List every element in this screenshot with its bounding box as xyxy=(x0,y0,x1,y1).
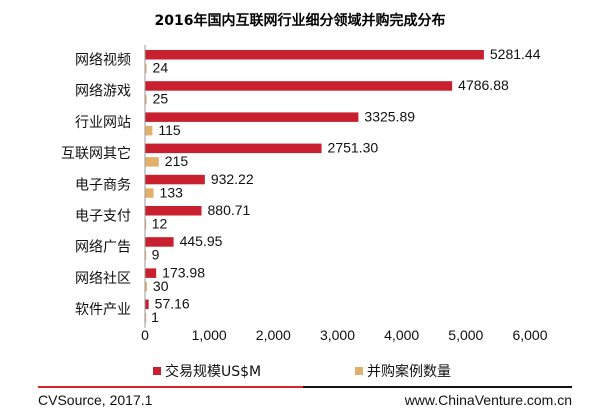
website-link[interactable]: www.ChinaVenture.com.cn xyxy=(404,392,572,408)
legend-label: 交易规模US$M xyxy=(165,363,261,380)
x-tick-label: 3,000 xyxy=(320,327,355,343)
category-label: 网络视频 xyxy=(75,53,131,69)
bar xyxy=(145,81,453,91)
source-note: CVSource, 2017.1 xyxy=(38,392,153,408)
category-label: 行业网站 xyxy=(75,115,131,131)
chart-title: 2016年国内互联网行业细分领域并购完成分布 xyxy=(155,12,446,29)
x-tick-label: 5,000 xyxy=(448,327,483,343)
data-label: 880.71 xyxy=(208,202,251,218)
footer-rule-black xyxy=(303,386,572,388)
data-label: 12 xyxy=(152,216,168,232)
data-label: 9 xyxy=(152,247,160,263)
category-label: 网络社区 xyxy=(75,271,131,287)
footer-rule-red xyxy=(38,386,303,388)
data-label: 30 xyxy=(153,278,169,294)
bar xyxy=(145,237,174,247)
data-label: 24 xyxy=(153,60,169,76)
bar-chart: 2016年国内互联网行业细分领域并购完成分布 网络视频 5281.44 24 网络游戏… xyxy=(61,12,548,380)
data-label: 445.95 xyxy=(180,233,223,249)
x-tick-label: 1,000 xyxy=(192,327,227,343)
bar xyxy=(145,174,205,185)
category-label: 网络游戏 xyxy=(75,84,131,100)
bar xyxy=(145,112,359,122)
bar xyxy=(145,125,153,136)
bar xyxy=(145,250,147,261)
bar xyxy=(145,94,147,105)
data-label: 5281.44 xyxy=(490,46,541,62)
data-label: 2751.30 xyxy=(328,140,379,156)
category-label: 互联网其它 xyxy=(61,145,131,162)
data-label: 25 xyxy=(153,91,169,107)
data-label: 215 xyxy=(165,153,189,169)
data-label: 932.22 xyxy=(211,171,254,187)
legend-swatch xyxy=(355,367,363,375)
category-label: 网络广告 xyxy=(75,240,131,256)
bar xyxy=(145,63,147,73)
x-tick-label: 4,000 xyxy=(384,327,419,343)
category-label: 电子商务 xyxy=(75,177,131,193)
bar xyxy=(145,188,154,198)
category-label: 电子支付 xyxy=(75,209,131,225)
data-label: 3325.89 xyxy=(364,108,415,124)
plot-area: 网络视频 5281.44 24 网络游戏 4786.88 25 行业网站 3325.89 115… xyxy=(61,45,548,343)
bar xyxy=(145,313,147,323)
legend: 交易规模US$M 并购案例数量 xyxy=(153,363,451,380)
legend-swatch xyxy=(153,367,161,375)
bar xyxy=(145,143,322,154)
data-label: 57.16 xyxy=(155,296,190,312)
bar xyxy=(145,268,157,278)
x-tick-label: 0 xyxy=(141,327,149,343)
bar xyxy=(145,219,147,229)
data-label: 115 xyxy=(158,122,181,138)
x-tick-label: 2,000 xyxy=(256,327,291,343)
legend-label: 并购案例数量 xyxy=(367,363,451,380)
bar xyxy=(145,281,147,292)
data-label: 173.98 xyxy=(162,264,205,280)
x-tick-label: 6,000 xyxy=(512,327,547,343)
bar xyxy=(145,50,484,60)
bar xyxy=(145,206,202,216)
data-label: 133 xyxy=(160,184,184,200)
data-label: 4786.88 xyxy=(458,77,509,93)
bar xyxy=(145,299,149,310)
data-label: 1 xyxy=(151,309,159,325)
category-label: 软件产业 xyxy=(75,302,131,318)
bar xyxy=(145,157,159,167)
